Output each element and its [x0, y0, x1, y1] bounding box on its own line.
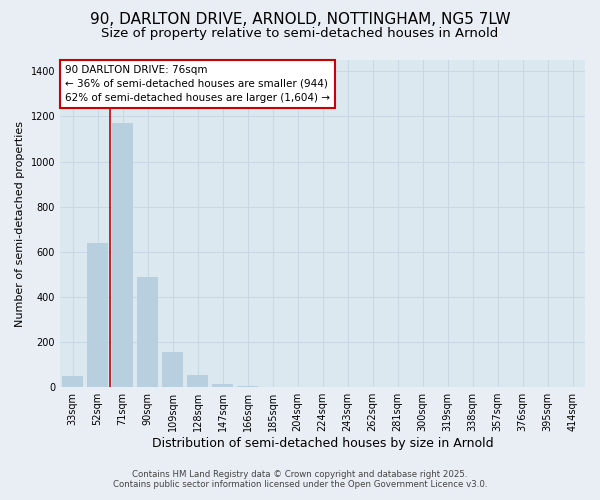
Text: 90, DARLTON DRIVE, ARNOLD, NOTTINGHAM, NG5 7LW: 90, DARLTON DRIVE, ARNOLD, NOTTINGHAM, N…: [89, 12, 511, 28]
Bar: [237, 386, 258, 387]
Bar: [112, 123, 133, 387]
Text: 90 DARLTON DRIVE: 76sqm
← 36% of semi-detached houses are smaller (944)
62% of s: 90 DARLTON DRIVE: 76sqm ← 36% of semi-de…: [65, 65, 330, 103]
X-axis label: Distribution of semi-detached houses by size in Arnold: Distribution of semi-detached houses by …: [152, 437, 493, 450]
Text: Contains HM Land Registry data © Crown copyright and database right 2025.
Contai: Contains HM Land Registry data © Crown c…: [113, 470, 487, 489]
Bar: [87, 243, 108, 387]
Bar: [187, 375, 208, 387]
Bar: [137, 276, 158, 387]
Bar: [212, 384, 233, 387]
Y-axis label: Number of semi-detached properties: Number of semi-detached properties: [15, 120, 25, 326]
Bar: [162, 352, 183, 387]
Bar: [62, 376, 83, 387]
Text: Size of property relative to semi-detached houses in Arnold: Size of property relative to semi-detach…: [101, 28, 499, 40]
